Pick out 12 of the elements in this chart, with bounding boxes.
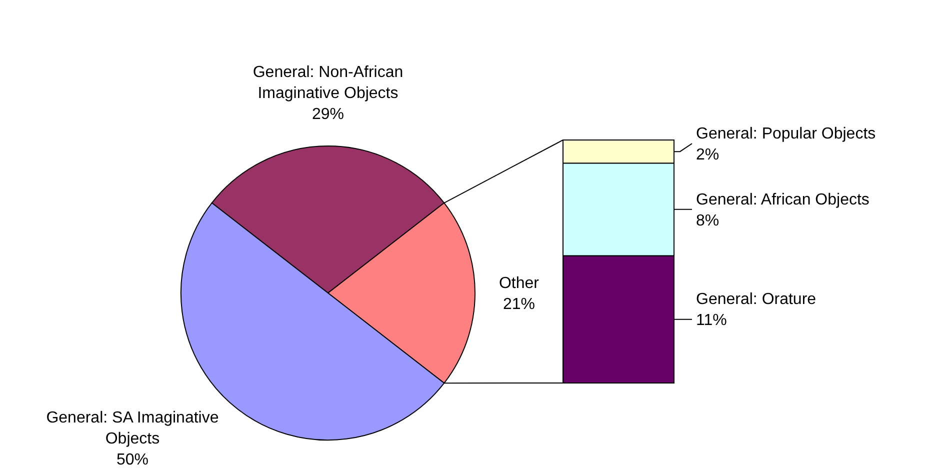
data-label: 21% [502, 296, 536, 313]
slice-label: General: Non-African Imaginative Objects [252, 64, 404, 102]
data-label: 2% [696, 146, 720, 164]
series-label: General: Popular Objects [696, 126, 876, 143]
series-label: General: African Objects [696, 191, 870, 208]
data-label: 29% [312, 106, 344, 123]
slice-label: General: SA Imaginative Objects [46, 410, 219, 448]
data-label: 50% [116, 452, 148, 469]
data-label: 11% [696, 312, 727, 329]
data-label: 8% [696, 212, 720, 230]
slice-label: Other [498, 275, 540, 292]
series-label: General: Orature [696, 290, 816, 308]
